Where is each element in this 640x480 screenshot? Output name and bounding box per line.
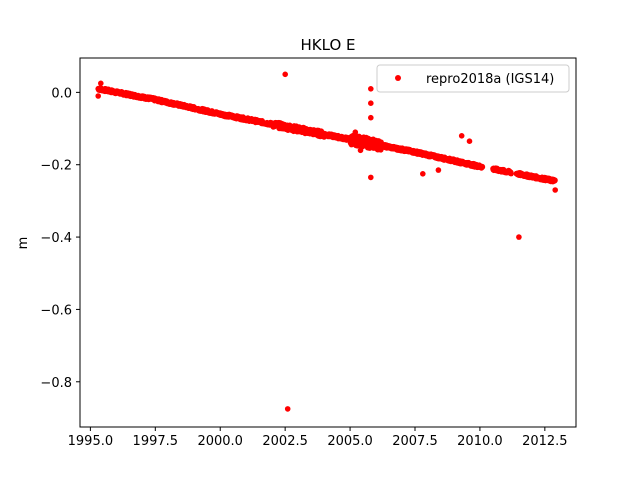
data-point-outlier: [552, 187, 558, 193]
legend-marker: [395, 75, 401, 81]
data-point-outlier: [368, 86, 374, 92]
x-tick-label: 2010.0: [457, 434, 503, 449]
plot-frame: [79, 57, 577, 428]
data-point: [479, 164, 486, 170]
data-points: [95, 71, 558, 412]
data-point: [552, 177, 558, 183]
data-point-outlier: [435, 167, 442, 173]
y-axis: 0.0 −0.2 −0.4 −0.6 −0.8: [40, 86, 80, 391]
y-tick-label: 0.0: [51, 86, 72, 101]
data-point-outlier: [282, 71, 289, 78]
data-point-outlier: [95, 93, 101, 99]
data-point-outlier: [368, 174, 374, 181]
y-tick-label: −0.6: [40, 303, 72, 318]
x-tick-label: 1995.0: [68, 434, 114, 449]
data-point: [508, 170, 514, 177]
y-tick-label: −0.4: [40, 231, 72, 246]
legend: repro2018a (IGS14): [376, 64, 570, 93]
data-point-outlier: [368, 100, 374, 106]
data-point-outlier: [420, 171, 426, 177]
x-tick-label: 2002.5: [262, 434, 308, 449]
x-tick-label: 1997.5: [133, 434, 179, 449]
data-point-outlier: [284, 406, 291, 412]
legend-label: repro2018a (IGS14): [426, 72, 554, 87]
data-point-outlier: [466, 138, 473, 144]
x-tick-label: 2012.5: [522, 434, 568, 449]
data-point-outlier: [98, 80, 104, 87]
x-tick-label: 2007.5: [392, 434, 438, 449]
x-tick-label: 2000.0: [197, 434, 243, 449]
legend-box: [376, 64, 570, 93]
data-point-outlier: [516, 234, 522, 240]
x-axis: 1995.0 1997.5 2000.0 2002.5 2005.0 2007.5 2010…: [68, 427, 568, 449]
y-axis-label: m: [16, 237, 31, 250]
y-tick-label: −0.2: [40, 159, 72, 174]
data-point-outlier: [368, 114, 374, 121]
chart-title: HKLO E: [301, 36, 356, 54]
data-point-outlier: [458, 133, 465, 139]
data-point-outlier: [352, 129, 359, 135]
y-tick-label: −0.8: [40, 376, 72, 391]
data-point-outlier: [357, 147, 364, 154]
x-tick-label: 2005.0: [327, 434, 373, 449]
